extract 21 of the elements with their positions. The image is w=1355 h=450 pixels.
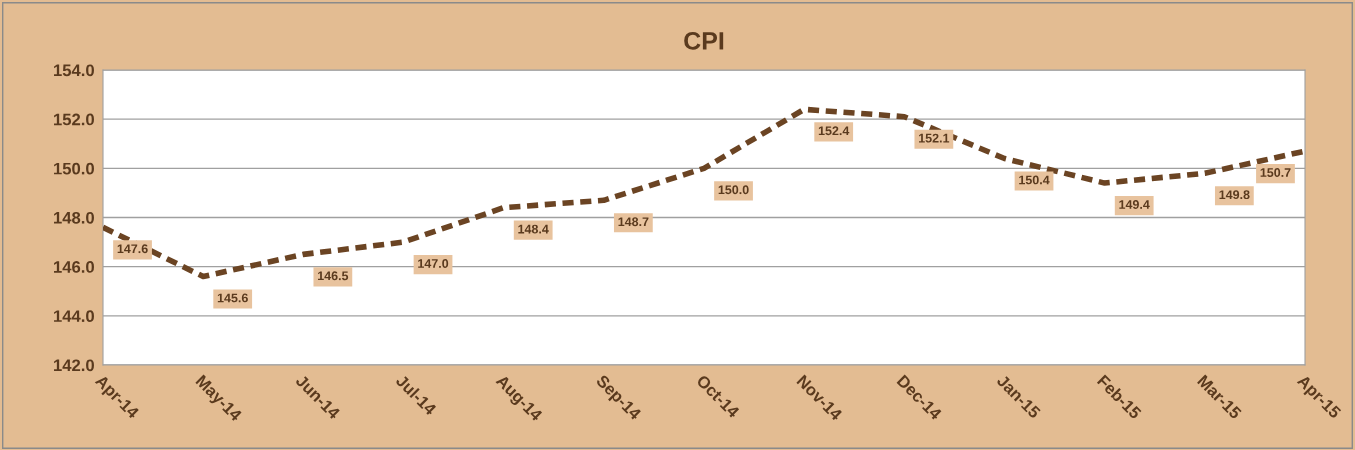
y-tick-label: 142.0 bbox=[54, 359, 94, 372]
y-tick-label: 154.0 bbox=[54, 64, 94, 77]
y-tick-label: 148.0 bbox=[54, 211, 94, 224]
data-label: 146.5 bbox=[318, 271, 349, 281]
data-label: 150.4 bbox=[1019, 175, 1050, 185]
data-label: 152.1 bbox=[919, 133, 950, 143]
data-label: 149.4 bbox=[1119, 200, 1150, 209]
data-label: 150.7 bbox=[1260, 168, 1291, 177]
data-label: 150.0 bbox=[718, 185, 749, 195]
data-label: 145.6 bbox=[217, 293, 248, 303]
data-label: 148.7 bbox=[618, 217, 649, 227]
data-label: 147.0 bbox=[418, 259, 449, 268]
data-label: 147.6 bbox=[117, 244, 148, 254]
y-tick-label: 146.0 bbox=[54, 261, 94, 273]
y-tick-label: 152.0 bbox=[54, 113, 94, 126]
y-tick-label: 150.0 bbox=[54, 162, 94, 175]
chart-title: CPI bbox=[684, 32, 724, 50]
data-label: 149.8 bbox=[1219, 190, 1250, 200]
data-label: 148.4 bbox=[518, 224, 549, 234]
y-tick-label: 144.0 bbox=[54, 310, 94, 323]
data-label: 152.4 bbox=[818, 126, 850, 136]
